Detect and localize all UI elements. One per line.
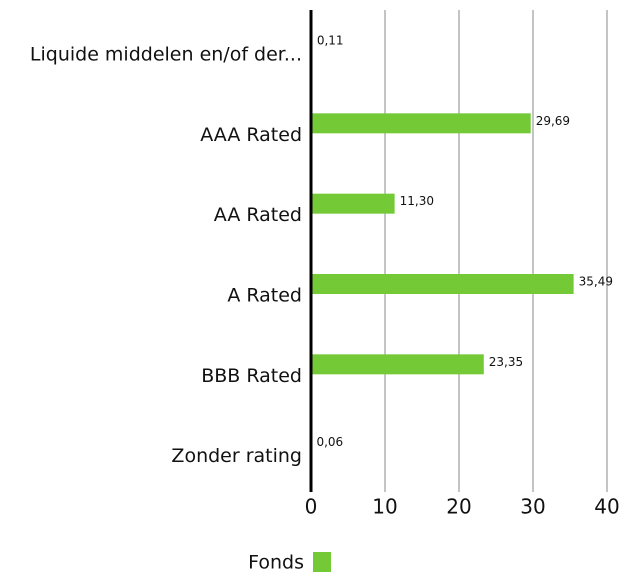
value-label: 0,11 (317, 34, 344, 48)
y-tick-label: BBB Rated (201, 365, 302, 387)
x-tick-label: 10 (372, 495, 397, 519)
bar (311, 193, 395, 214)
y-tick-label: Zonder rating (171, 445, 302, 467)
value-label: 0,06 (316, 435, 343, 449)
y-tick-label: Liquide middelen en/of der... (30, 44, 302, 66)
x-tick-label: 20 (446, 495, 471, 519)
bar (311, 354, 484, 375)
y-tick-label: A Rated (227, 285, 302, 307)
x-tick-label: 30 (520, 495, 545, 519)
value-label: 29,69 (536, 114, 570, 128)
legend-swatch (313, 552, 331, 572)
value-label: 11,30 (400, 194, 434, 208)
bar (311, 113, 531, 134)
legend-label: Fonds (248, 552, 304, 572)
value-label: 35,49 (579, 275, 613, 289)
x-tick-label: 0 (305, 495, 318, 519)
value-label: 23,35 (489, 355, 523, 369)
bar (311, 274, 574, 294)
y-tick-label: AA Rated (214, 204, 302, 226)
x-tick-label: 40 (594, 495, 619, 519)
y-tick-label: AAA Rated (200, 124, 302, 146)
